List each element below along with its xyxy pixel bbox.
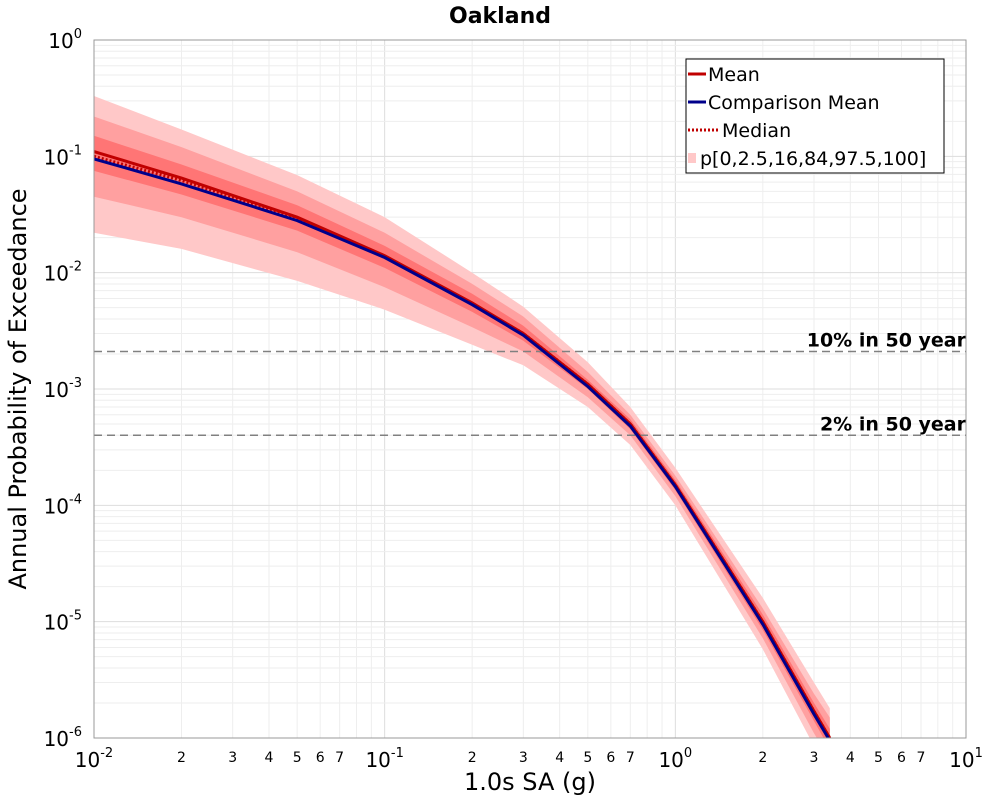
y-axis-title: Annual Probability of Exceedance [4,188,32,589]
legend-label-mean: Mean [708,64,760,86]
x-minor-tick-label: 5 [874,750,883,766]
series-line-comparison-mean [94,157,830,738]
chart-title: Oakland [449,4,551,29]
x-minor-tick-label: 6 [606,750,615,766]
x-minor-tick-label: 7 [335,750,344,766]
plot-frame [93,39,967,739]
y-tick-label: 10-6 [44,725,82,751]
legend: Mean Comparison Mean Median p[0,2.5,16,8… [685,58,945,174]
reference-label-1: 2% in 50 year [820,413,967,435]
legend-label-median: Median [722,120,791,142]
legend-label-comparison-mean: Comparison Mean [708,92,880,114]
x-minor-tick-label: 6 [316,750,325,766]
series-lines [94,150,832,738]
x-minor-tick-label: 4 [846,750,855,766]
series-line-median [94,154,832,738]
band-p0-p100 [94,96,830,738]
x-minor-tick-label: 5 [583,750,592,766]
x-minor-tick-label: 4 [265,750,274,766]
x-minor-tick-label: 6 [897,750,906,766]
x-minor-tick-label: 3 [810,750,819,766]
legend-box [685,58,945,174]
x-minor-tick-label: 7 [917,750,926,766]
x-minor-tick-label: 4 [555,750,564,766]
x-minor-tick-label: 2 [468,750,477,766]
x-minor-tick-label: 2 [177,750,186,766]
x-minor-tick-label: 3 [519,750,528,766]
legend-swatch-bands [688,153,696,163]
reference-lines: 10% in 50 year 2% in 50 year [94,330,967,437]
x-minor-tick-label: 3 [228,750,237,766]
reference-label-0: 10% in 50 year [807,330,967,352]
legend-label-bands: p[0,2.5,16,84,97.5,100] [700,148,926,170]
x-axis-ticks: 10-2 2 3 4 5 6 7 10-1 2 3 4 5 6 7 100 2 3 4 5 6 7 101 [75,746,983,772]
y-tick-label: 10-4 [44,492,82,518]
x-axis-title: 1.0s SA (g) [464,768,596,796]
x-minor-tick-label: 5 [293,750,302,766]
x-minor-tick-label: 2 [758,750,767,766]
x-minor-tick-label: 7 [626,750,635,766]
